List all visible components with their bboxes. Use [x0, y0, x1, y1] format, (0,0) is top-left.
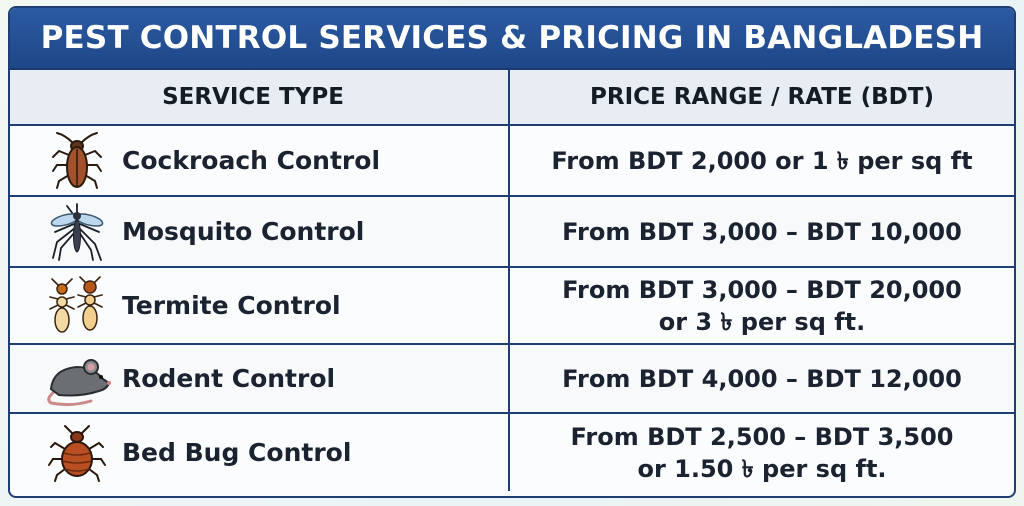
- bed-bug-icon: [40, 423, 114, 483]
- mosquito-icon: [40, 202, 114, 262]
- cockroach-icon: [40, 131, 114, 191]
- table-header-row: SERVICE TYPE PRICE RANGE / RATE (BDT): [10, 70, 1014, 126]
- service-label: Bed Bug Control: [122, 438, 352, 467]
- service-label: Rodent Control: [122, 364, 336, 393]
- table-row: Mosquito Control From BDT 3,000 – BDT 10…: [10, 197, 1014, 268]
- price-range-header: PRICE RANGE / RATE (BDT): [590, 84, 934, 110]
- service-label: Cockroach Control: [122, 146, 381, 175]
- price-text: From BDT 3,000 – BDT 20,000 or 3 ৳ per s…: [562, 275, 962, 336]
- pricing-table-card: PEST CONTROL SERVICES & PRICING IN BANGL…: [8, 6, 1016, 498]
- price-text: From BDT 4,000 – BDT 12,000: [562, 364, 962, 393]
- price-text: From BDT 2,500 – BDT 3,500 or 1.50 ৳ per…: [570, 422, 954, 483]
- service-label: Mosquito Control: [122, 217, 365, 246]
- termite-icon: [40, 275, 114, 336]
- table-row: Bed Bug Control From BDT 2,500 – BDT 3,5…: [10, 414, 1014, 491]
- table-row: Rodent Control From BDT 4,000 – BDT 12,0…: [10, 345, 1014, 414]
- table-row: Termite Control From BDT 3,000 – BDT 20,…: [10, 268, 1014, 345]
- price-text: From BDT 2,000 or 1 ৳ per sq ft: [551, 146, 973, 175]
- pricing-table: SERVICE TYPE PRICE RANGE / RATE (BDT): [10, 70, 1014, 491]
- table-row: Cockroach Control From BDT 2,000 or 1 ৳ …: [10, 126, 1014, 197]
- rat-icon: [40, 349, 114, 409]
- page-title: PEST CONTROL SERVICES & PRICING IN BANGL…: [10, 8, 1014, 70]
- service-type-header: SERVICE TYPE: [162, 84, 344, 110]
- price-text: From BDT 3,000 – BDT 10,000: [562, 217, 962, 246]
- service-label: Termite Control: [122, 291, 341, 320]
